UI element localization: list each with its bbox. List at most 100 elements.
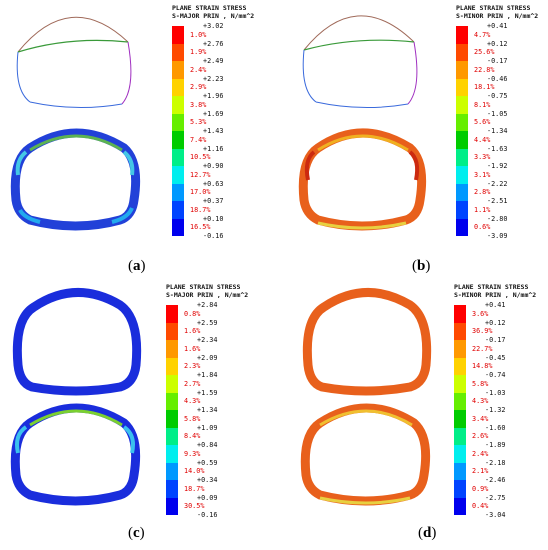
legend-title: PLANE STRAIN STRESS S-MINOR PRIN , N/mm^… (454, 283, 537, 299)
legend-bound: -2.46 (485, 476, 506, 484)
panel-c: PLANE STRAIN STRESS S-MAJOR PRIN , N/mm^… (0, 275, 274, 550)
legend-swatch (454, 497, 466, 515)
legend-percent: 8.1% (474, 100, 491, 109)
legend-swatch (172, 218, 184, 236)
legend-percent: 22.8% (474, 65, 495, 74)
legend-percent: 14.8% (472, 362, 493, 371)
legend-bound: -1.05 (487, 109, 508, 118)
legend-swatch (166, 305, 178, 323)
legend-swatch (166, 445, 178, 463)
legend-bound: -2.75 (485, 493, 506, 502)
legend-bound: -0.16 (197, 511, 218, 519)
legend-percent: 16.5% (190, 223, 211, 232)
legend-bands: 1.0% 1.9% 2.4% 2.9% 3.8% 5.3% 7.4% 10.5% 12.7% 17… (172, 22, 272, 240)
legend-bound: +1.09 (197, 423, 218, 432)
legend-bound: +1.43 (203, 127, 224, 135)
legend-swatch (172, 166, 184, 184)
legend-swatch (166, 340, 178, 358)
legend-bound: -1.32 (485, 406, 506, 414)
legend-bound: +0.84 (197, 441, 218, 449)
legend-percent: 2.4% (190, 65, 207, 74)
legend-swatch (172, 148, 184, 166)
legend-percent: 0.9% (472, 484, 489, 493)
legend-percent: 3.1% (474, 170, 491, 179)
legend-b: PLANE STRAIN STRESS S-MINOR PRIN , N/mm^… (456, 4, 546, 244)
legend-swatch (172, 43, 184, 61)
legend-swatch (454, 410, 466, 428)
legend-bound: +0.59 (197, 458, 218, 467)
legend-bound: -1.92 (487, 162, 508, 170)
legend-bands: 3.6% 36.9% 22.7% 14.8% 5.8% 4.3% 3.4% 2.6% 2.4% 2… (454, 301, 546, 519)
legend-percent: 2.9% (190, 83, 207, 92)
legend-percent: 2.6% (472, 432, 489, 441)
legend-swatch (166, 410, 178, 428)
legend-swatch (172, 183, 184, 201)
legend-percent: 12.7% (190, 170, 211, 179)
caption-b: (b) (412, 258, 431, 274)
panel-d: PLANE STRAIN STRESS S-MINOR PRIN , N/mm^… (274, 275, 548, 550)
legend-bound: -1.03 (485, 388, 506, 397)
legend-swatch (166, 322, 178, 340)
legend-swatch (172, 61, 184, 79)
legend-bound: +0.37 (203, 197, 224, 205)
legend-percent: 4.4% (474, 135, 491, 144)
legend-bound: +0.63 (203, 179, 224, 188)
legend-bound: +0.41 (487, 22, 508, 30)
legend-swatch (172, 26, 184, 44)
legend-swatch (454, 445, 466, 463)
legend-swatch (166, 427, 178, 445)
legend-percent: 2.8% (474, 188, 491, 197)
legend-bound: +2.84 (197, 301, 218, 309)
legend-bound: -3.04 (485, 511, 506, 519)
legend-percent: 5.6% (474, 118, 491, 127)
legend-bound: +1.96 (203, 92, 224, 100)
legend-swatch (456, 26, 468, 44)
legend-title: PLANE STRAIN STRESS S-MAJOR PRIN , N/mm^… (166, 283, 249, 299)
legend-swatch (454, 427, 466, 445)
legend-swatch (166, 462, 178, 480)
legend-swatch (456, 201, 468, 219)
legend-swatch (166, 497, 178, 515)
legend-bound: -0.17 (485, 336, 506, 344)
legend-swatch (456, 78, 468, 96)
legend-swatch (456, 148, 468, 166)
legend-swatch (166, 357, 178, 375)
legend-swatch (456, 96, 468, 114)
legend-percent: 4.7% (474, 30, 491, 39)
legend-bound: -0.74 (485, 371, 506, 379)
legend-bound: -1.89 (485, 441, 506, 449)
legend-bound: -1.60 (485, 423, 506, 432)
legend-swatch (166, 392, 178, 410)
legend-swatch (454, 392, 466, 410)
legend-bound: -1.63 (487, 144, 508, 153)
legend-percent: 5.8% (472, 379, 489, 388)
legend-a: PLANE STRAIN STRESS S-MAJOR PRIN , N/mm^… (172, 4, 272, 244)
legend-percent: 7.4% (190, 135, 207, 144)
legend-bound: +1.69 (203, 109, 224, 118)
legend-bands: 0.8% 1.6% 1.6% 2.3% 2.7% 4.3% 5.8% 8.4% 9.3% 14.0… (166, 301, 272, 519)
legend-percent: 8.4% (184, 432, 201, 441)
legend-bound: -2.51 (487, 197, 508, 205)
legend-swatch (454, 375, 466, 393)
legend-c: PLANE STRAIN STRESS S-MAJOR PRIN , N/mm^… (166, 283, 272, 523)
legend-bound: -2.80 (487, 214, 508, 223)
legend-swatch (172, 78, 184, 96)
legend-percent: 3.4% (472, 414, 489, 423)
legend-swatch (456, 61, 468, 79)
legend-swatch (166, 480, 178, 498)
tunnel-figure-a (10, 16, 141, 231)
legend-title: PLANE STRAIN STRESS S-MINOR PRIN , N/mm^… (456, 4, 539, 20)
legend-swatch (454, 480, 466, 498)
legend-bound: +2.76 (203, 39, 224, 48)
tunnel-figure-c (10, 288, 142, 506)
legend-bound: -0.46 (487, 74, 508, 83)
legend-percent: 18.1% (474, 83, 495, 92)
legend-bound: +0.90 (203, 162, 224, 170)
legend-percent: 2.3% (184, 362, 201, 371)
legend-bound: +2.09 (197, 353, 218, 362)
legend-bound: -0.75 (487, 92, 508, 100)
legend-bound: -1.34 (487, 127, 508, 135)
legend-swatch (456, 183, 468, 201)
legend-bound: +2.34 (197, 336, 218, 344)
panel-a: PLANE STRAIN STRESS S-MAJOR PRIN , N/mm^… (0, 0, 274, 275)
